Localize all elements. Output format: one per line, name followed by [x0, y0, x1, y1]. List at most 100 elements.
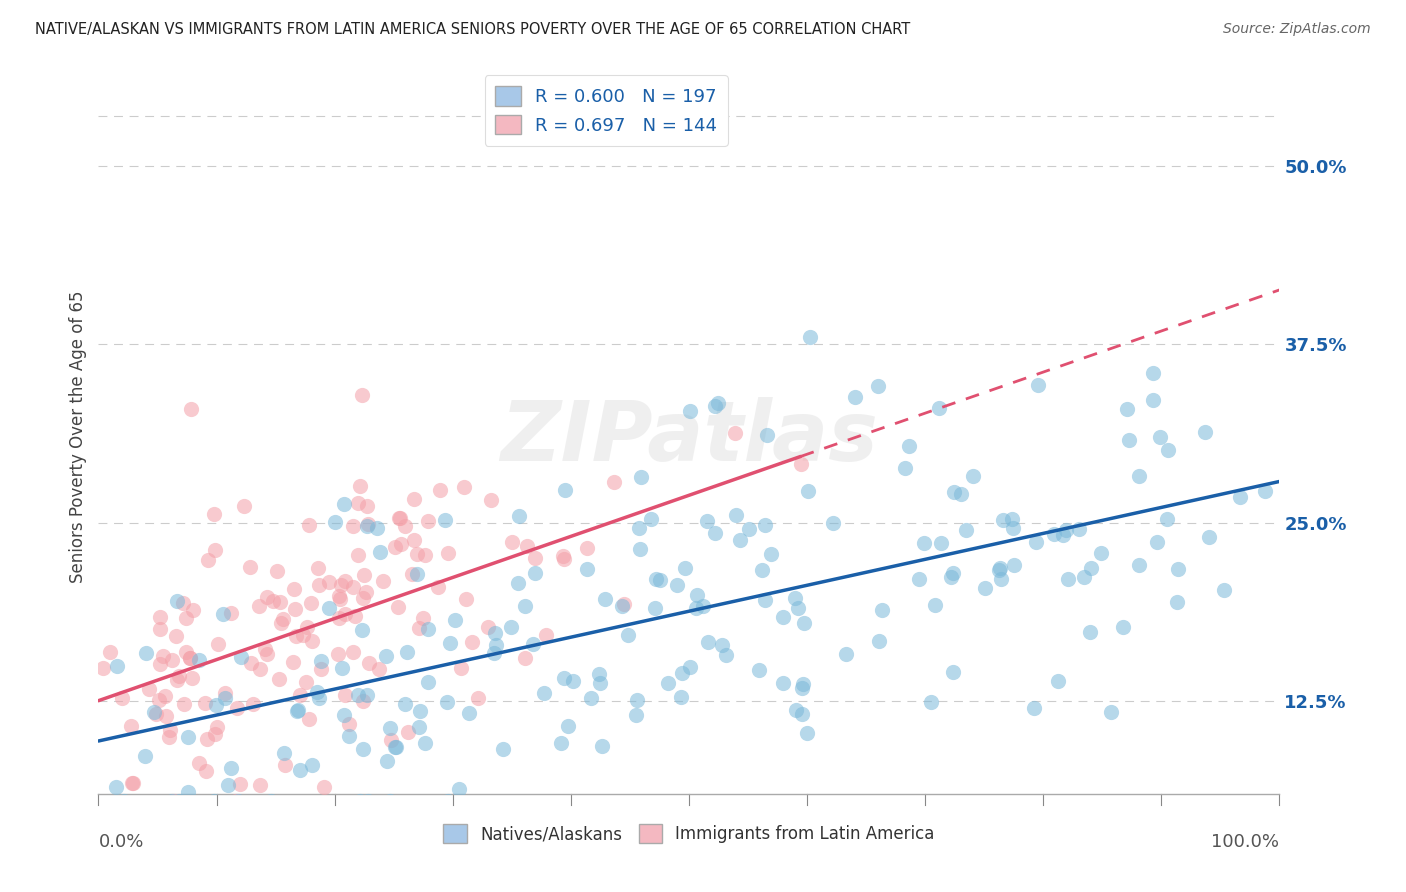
Point	[908, 572, 931, 586]
Y-axis label: Seniors Poverty Over the Age of 65: Seniors Poverty Over the Age of 65	[69, 291, 87, 583]
Point	[412, 611, 434, 625]
Point	[458, 706, 481, 721]
Point	[269, 673, 291, 687]
Point	[439, 635, 461, 649]
Point	[149, 609, 172, 624]
Point	[418, 514, 440, 528]
Point	[589, 676, 612, 690]
Point	[266, 565, 288, 579]
Point	[388, 510, 411, 524]
Point	[624, 708, 647, 723]
Point	[194, 696, 217, 710]
Point	[756, 428, 779, 442]
Point	[389, 537, 412, 551]
Point	[380, 733, 402, 747]
Point	[449, 781, 471, 796]
Point	[454, 591, 477, 606]
Point	[409, 704, 432, 718]
Point	[730, 533, 752, 547]
Point	[221, 761, 243, 775]
Point	[993, 513, 1015, 527]
Point	[673, 560, 696, 574]
Point	[205, 698, 228, 713]
Point	[217, 778, 239, 792]
Point	[508, 508, 530, 523]
Point	[166, 594, 188, 608]
Point	[707, 395, 730, 409]
Point	[396, 725, 419, 739]
Point	[194, 764, 217, 778]
Point	[434, 513, 457, 527]
Point	[1115, 402, 1137, 417]
Text: Source: ZipAtlas.com: Source: ZipAtlas.com	[1223, 22, 1371, 37]
Point	[179, 651, 201, 665]
Point	[1080, 560, 1102, 574]
Point	[754, 593, 776, 607]
Point	[271, 612, 294, 626]
Point	[1052, 528, 1074, 542]
Point	[513, 651, 536, 665]
Point	[943, 485, 966, 500]
Point	[868, 378, 890, 392]
Point	[330, 578, 353, 592]
Point	[256, 591, 278, 605]
Point	[939, 570, 962, 584]
Point	[550, 736, 572, 750]
Point	[551, 549, 574, 563]
Point	[388, 511, 411, 525]
Point	[384, 740, 406, 755]
Point	[323, 516, 346, 530]
Legend: Natives/Alaskans, Immigrants from Latin America: Natives/Alaskans, Immigrants from Latin …	[437, 818, 941, 850]
Point	[581, 690, 603, 705]
Point	[98, 645, 121, 659]
Point	[1212, 582, 1234, 597]
Point	[295, 620, 318, 634]
Point	[1043, 527, 1066, 541]
Point	[553, 552, 575, 566]
Point	[288, 688, 311, 702]
Point	[453, 480, 475, 494]
Point	[988, 561, 1011, 575]
Point	[231, 649, 253, 664]
Point	[640, 512, 662, 526]
Point	[711, 638, 734, 652]
Point	[1254, 483, 1277, 498]
Point	[962, 468, 984, 483]
Point	[387, 599, 409, 614]
Point	[179, 650, 201, 665]
Point	[332, 661, 354, 675]
Point	[297, 712, 319, 726]
Point	[371, 574, 394, 588]
Point	[562, 674, 585, 689]
Point	[152, 649, 174, 664]
Point	[1128, 558, 1150, 572]
Point	[912, 535, 935, 549]
Point	[1194, 425, 1216, 440]
Point	[644, 601, 666, 615]
Point	[686, 588, 709, 602]
Point	[501, 535, 523, 549]
Point	[408, 720, 430, 734]
Point	[274, 757, 297, 772]
Point	[174, 610, 197, 624]
Point	[342, 519, 364, 533]
Point	[626, 692, 648, 706]
Point	[1149, 430, 1171, 444]
Point	[143, 706, 166, 720]
Point	[153, 690, 176, 704]
Point	[285, 629, 308, 643]
Point	[342, 645, 364, 659]
Point	[187, 652, 209, 666]
Point	[273, 746, 295, 760]
Point	[427, 581, 450, 595]
Point	[333, 607, 356, 621]
Point	[679, 404, 702, 418]
Point	[112, 794, 135, 808]
Point	[352, 694, 374, 708]
Point	[384, 541, 406, 555]
Point	[786, 601, 808, 615]
Point	[318, 600, 340, 615]
Text: ZIPatlas: ZIPatlas	[501, 397, 877, 477]
Point	[408, 621, 430, 635]
Point	[1112, 620, 1135, 634]
